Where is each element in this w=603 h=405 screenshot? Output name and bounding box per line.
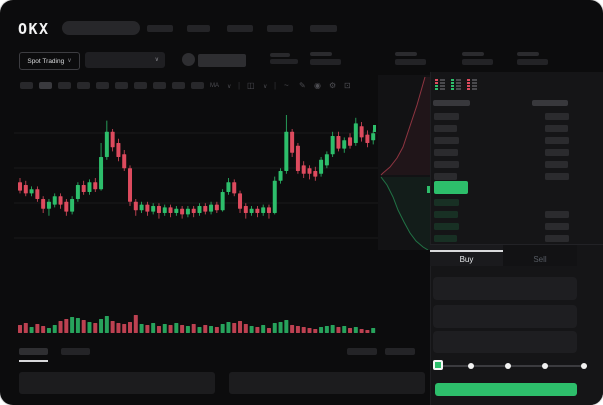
sell-tab-label: Sell <box>533 255 547 264</box>
ask-price[interactable] <box>434 113 459 120</box>
timeframe-button[interactable] <box>191 82 204 89</box>
bid-amount <box>545 223 569 230</box>
slider-stop[interactable] <box>581 363 587 369</box>
ask-price[interactable] <box>434 149 458 156</box>
chevron-down-icon[interactable]: ∨ <box>263 84 268 90</box>
orders-panel-placeholder <box>229 372 425 394</box>
buy-tab-indicator <box>430 250 503 252</box>
search-input[interactable] <box>62 21 140 35</box>
action-button-placeholder[interactable] <box>198 54 246 67</box>
bid-price[interactable] <box>434 223 459 230</box>
timeframe-button[interactable] <box>20 82 33 89</box>
orderbook-amount-header <box>532 100 568 106</box>
timeframe-button[interactable] <box>172 82 185 89</box>
ask-amount <box>545 125 568 132</box>
bottom-tab-active[interactable] <box>19 348 48 355</box>
amount-input[interactable] <box>433 305 577 328</box>
depth-marker <box>427 186 430 193</box>
bottom-action-placeholder[interactable] <box>347 348 377 355</box>
timeframe-button[interactable] <box>58 82 71 89</box>
nav-item-placeholder[interactable] <box>310 25 337 32</box>
last-price-badge[interactable] <box>434 181 468 194</box>
trade-tabs-divider <box>430 244 603 245</box>
bottom-tab[interactable] <box>61 348 90 355</box>
slider-stop[interactable] <box>542 363 548 369</box>
book-bids-toggle-icon[interactable] <box>451 79 461 91</box>
timeframe-button[interactable] <box>96 82 109 89</box>
stat-label <box>395 52 417 56</box>
price-input[interactable] <box>433 277 577 300</box>
okx-logo: OKX <box>18 20 50 38</box>
toolbar-divider: | <box>274 81 277 90</box>
bid-amount <box>545 211 569 218</box>
buy-submit-button[interactable] <box>435 383 577 396</box>
ask-price[interactable] <box>434 125 457 132</box>
ask-amount <box>545 173 569 180</box>
price-stat-label <box>270 53 290 57</box>
buy-tab[interactable]: Buy <box>430 245 503 266</box>
buy-tab-label: Buy <box>459 255 474 264</box>
book-combined-toggle-icon[interactable] <box>435 79 445 91</box>
nav-item-placeholder[interactable] <box>187 25 210 32</box>
ask-price[interactable] <box>434 173 457 180</box>
market-selector-button[interactable]: Spot Trading ∨ <box>19 52 80 70</box>
stat-label <box>517 52 539 56</box>
nav-item-placeholder[interactable] <box>147 25 173 32</box>
orders-panel-placeholder <box>19 372 215 394</box>
ask-amount <box>545 137 569 144</box>
ask-amount <box>545 113 569 120</box>
book-asks-toggle-icon[interactable] <box>467 79 477 91</box>
ask-amount <box>545 161 568 168</box>
timeframe-button[interactable] <box>115 82 128 89</box>
market-selector-label: Spot Trading <box>27 57 65 65</box>
nav-item-placeholder[interactable] <box>267 25 293 32</box>
timeframe-button[interactable] <box>77 82 90 89</box>
sell-tab[interactable]: Sell <box>503 245 577 266</box>
chevron-down-icon: ∨ <box>67 58 72 64</box>
fullscreen-icon[interactable]: ⊡ <box>344 81 351 90</box>
bid-price[interactable] <box>434 211 458 218</box>
indicator-icon[interactable]: MA <box>210 83 219 89</box>
stat-value <box>395 59 426 65</box>
stat-label <box>462 52 484 56</box>
nav-item-placeholder[interactable] <box>227 25 253 32</box>
total-input[interactable] <box>433 331 577 353</box>
ask-price[interactable] <box>434 161 459 168</box>
camera-icon[interactable]: ◉ <box>314 81 321 90</box>
ask-price[interactable] <box>434 137 459 144</box>
depth-chart[interactable] <box>378 75 430 250</box>
bid-price[interactable] <box>434 235 457 242</box>
stat-value <box>462 59 493 65</box>
bottom-action-placeholder[interactable] <box>385 348 415 355</box>
draw-tool-icon[interactable]: ✎ <box>299 81 306 90</box>
amount-slider-handle[interactable] <box>433 360 443 370</box>
timeframe-button[interactable] <box>153 82 166 89</box>
bid-amount <box>545 235 569 242</box>
chevron-down-icon[interactable]: ∨ <box>227 84 232 90</box>
slider-stop[interactable] <box>468 363 474 369</box>
price-stat-value <box>270 59 298 64</box>
bottom-tab-indicator <box>19 360 48 362</box>
slider-stop[interactable] <box>505 363 511 369</box>
avatar[interactable] <box>182 53 195 66</box>
pair-dropdown[interactable]: ∨ <box>85 52 165 68</box>
amount-slider-track[interactable] <box>439 365 587 367</box>
candle-type-icon[interactable]: ◫ <box>247 81 255 90</box>
stat-value <box>310 59 341 65</box>
chevron-down-icon: ∨ <box>154 57 159 63</box>
stat-label <box>310 52 332 56</box>
line-tool-icon[interactable]: ~ <box>284 81 289 90</box>
toolbar-divider: | <box>238 81 241 90</box>
candlestick-chart[interactable] <box>14 95 378 345</box>
ask-amount <box>545 149 569 156</box>
timeframe-button-active[interactable] <box>39 82 52 89</box>
depth-marker <box>373 125 376 132</box>
orderbook-price-header <box>433 100 470 106</box>
settings-gear-icon[interactable]: ⚙ <box>329 81 337 90</box>
stat-value <box>517 59 548 65</box>
timeframe-button[interactable] <box>134 82 147 89</box>
bid-price[interactable] <box>434 199 459 206</box>
